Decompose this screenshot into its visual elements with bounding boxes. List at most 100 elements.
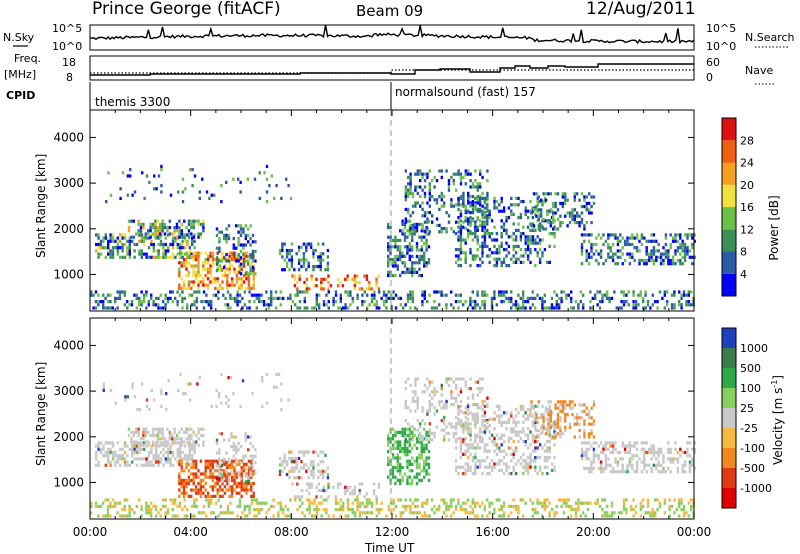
scatter-cell — [658, 256, 660, 259]
scatter-cell — [532, 297, 534, 300]
scatter-cell — [281, 246, 283, 249]
scatter-cell — [186, 454, 188, 457]
scatter-cell — [503, 226, 505, 229]
scatter-cell — [460, 294, 462, 297]
scatter-cell — [253, 508, 255, 511]
scatter-cell — [493, 251, 495, 254]
scatter-cell — [498, 290, 500, 293]
scatter-cell — [126, 306, 128, 309]
scatter-cell — [299, 306, 301, 309]
scatter-cell — [550, 413, 552, 416]
scatter-cell — [416, 466, 418, 469]
scatter-cell — [596, 498, 598, 501]
scatter-cell — [248, 306, 250, 309]
scatter-cell — [411, 431, 413, 434]
scatter-cell — [219, 495, 221, 498]
scatter-cell — [599, 306, 601, 309]
scatter-cell — [154, 226, 156, 229]
scatter-cell — [188, 444, 190, 447]
scatter-cell — [421, 456, 423, 459]
scatter-cell — [235, 224, 237, 227]
scatter-cell — [646, 441, 648, 444]
scatter-cell — [607, 464, 609, 467]
scatter-cell — [392, 466, 394, 469]
scatter-cell — [479, 406, 481, 409]
scatter-cell — [421, 469, 423, 472]
scatter-cell — [150, 240, 152, 243]
scatter-cell — [421, 290, 423, 293]
scatter-cell — [308, 476, 310, 479]
scatter-cell — [152, 440, 154, 443]
scatter-cell — [197, 444, 199, 447]
scatter-cell — [282, 508, 284, 511]
scatter-cell — [173, 232, 175, 235]
scatter-cell — [155, 256, 157, 259]
freq-tick-bottom: 8 — [66, 71, 73, 84]
scatter-cell — [253, 498, 255, 501]
scatter-cell — [443, 227, 445, 230]
scatter-cell — [291, 457, 293, 460]
scatter-cell — [202, 434, 204, 437]
scatter-cell — [380, 502, 382, 505]
scatter-cell — [462, 303, 464, 306]
scatter-cell — [648, 240, 650, 243]
scatter-cell — [542, 423, 544, 426]
scatter-cell — [116, 297, 118, 300]
scatter-cell — [193, 448, 195, 451]
scatter-cell — [138, 300, 140, 303]
scatter-cell — [671, 306, 673, 309]
scatter-cell — [137, 229, 139, 232]
scatter-cell — [626, 467, 628, 470]
scatter-cell — [538, 227, 540, 230]
scatter-cell — [371, 505, 373, 508]
scatter-cell — [162, 243, 164, 246]
scatter-cell — [143, 240, 145, 243]
scatter-cell — [552, 211, 554, 214]
scatter-cell — [441, 429, 443, 432]
scatter-cell — [450, 498, 452, 501]
scatter-cell — [428, 450, 430, 453]
scatter-cell — [583, 419, 585, 422]
scatter-cell — [477, 406, 479, 409]
scatter-cell — [220, 511, 222, 514]
scatter-cell — [481, 430, 483, 433]
scatter-cell — [481, 502, 483, 505]
scatter-cell — [644, 306, 646, 309]
scatter-cell — [643, 262, 645, 265]
scatter-cell — [337, 502, 339, 505]
scatter-cell — [250, 495, 252, 498]
scatter-cell — [546, 446, 548, 449]
scatter-cell — [486, 206, 488, 209]
scatter-cell — [535, 205, 537, 208]
scatter-cell — [241, 469, 243, 472]
scatter-cell — [636, 467, 638, 470]
freq-label-line1: Freq. — [14, 52, 41, 65]
scatter-cell — [169, 448, 171, 451]
scatter-cell — [388, 297, 390, 300]
scatter-cell — [162, 256, 164, 259]
scatter-cell — [685, 303, 687, 306]
scatter-cell — [217, 488, 219, 491]
scatter-cell — [577, 498, 579, 501]
scatter-cell — [544, 459, 546, 462]
scatter-cell — [586, 259, 588, 262]
scatter-cell — [260, 294, 262, 297]
scatter-cell — [107, 249, 109, 252]
scatter-cell — [356, 502, 358, 505]
scatter-cell — [426, 173, 428, 176]
scatter-cell — [205, 463, 207, 466]
scatter-cell — [566, 199, 568, 202]
scatter-cell — [272, 297, 274, 300]
scatter-cell — [356, 508, 358, 511]
scatter-cell — [438, 400, 440, 403]
scatter-cell — [179, 373, 181, 376]
scatter-cell — [520, 405, 522, 408]
scatter-cell — [465, 453, 467, 456]
scatter-cell — [662, 461, 664, 464]
scatter-cell — [682, 240, 684, 243]
scatter-cell — [303, 451, 305, 454]
scatter-cell — [233, 476, 235, 479]
scatter-cell — [653, 445, 655, 448]
scatter-cell — [236, 303, 238, 306]
scatter-cell — [553, 290, 555, 293]
